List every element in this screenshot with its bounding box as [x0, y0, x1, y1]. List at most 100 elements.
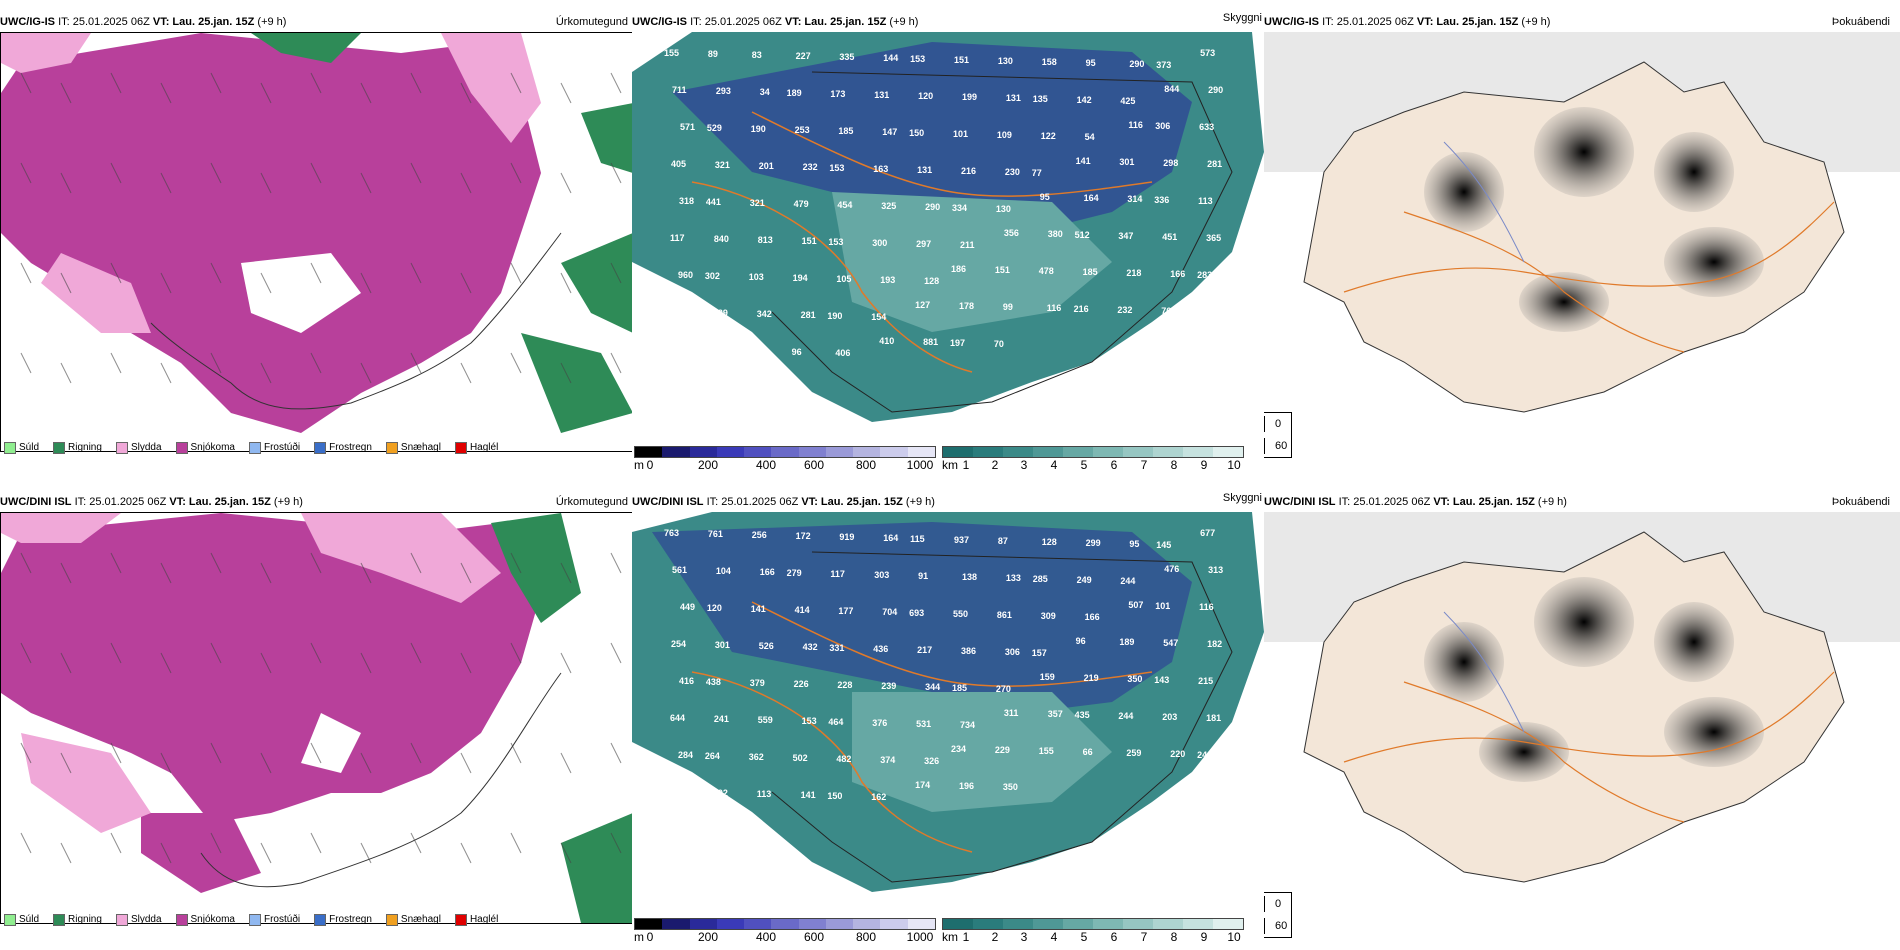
visibility-value-label: 157 — [1032, 648, 1047, 658]
colorbar-tick: 9 — [1200, 930, 1208, 944]
legend-item: Súld — [4, 442, 39, 454]
visibility-value-label: 761 — [708, 529, 723, 539]
visibility-value-label: 151 — [954, 55, 969, 65]
colorbar-segment — [853, 919, 881, 929]
visibility-value-label: 66 — [1083, 747, 1093, 757]
visibility-value-label: 203 — [1162, 712, 1177, 722]
visibility-value-label: 318 — [679, 196, 694, 206]
colorbar-segment — [973, 919, 1003, 929]
visibility-value-label: 154 — [871, 312, 886, 322]
visibility-value-label: 122 — [1041, 131, 1056, 141]
visibility-value-label: 476 — [1164, 564, 1179, 574]
fog-panel-bottom: UWC/DINI ISL IT: 25.01.2025 06Z VT: Lau.… — [1264, 490, 1900, 950]
visibility-value-label: 91 — [918, 571, 928, 581]
visibility-value-label: 195 — [748, 346, 763, 356]
visibility-value-label: 131 — [917, 165, 932, 175]
visibility-value-label: 155 — [1039, 746, 1054, 756]
visibility-value-label: 704 — [882, 607, 897, 617]
visibility-value-label: 283 — [1197, 270, 1212, 280]
visibility-value-label: 181 — [1206, 713, 1221, 723]
colorbar-tick: 9 — [1200, 458, 1208, 472]
legend-label: Snjókoma — [190, 914, 235, 925]
visibility-value-label: 130 — [998, 56, 1013, 66]
visibility-value-label: 158 — [1042, 57, 1057, 67]
colorbar-tick: 5 — [1080, 930, 1088, 944]
colorbar-tick: 600 — [803, 930, 825, 944]
colorbar-segment — [1063, 447, 1093, 457]
fog-title-bottom: UWC/DINI ISL IT: 25.01.2025 06Z VT: Lau.… — [1264, 494, 1567, 510]
visibility-value-label: 150 — [909, 128, 924, 138]
visibility-value-label: 185 — [838, 126, 853, 136]
legend-label: Frostúði — [263, 442, 301, 453]
visibility-value-label: 177 — [838, 606, 853, 616]
visibility-value-label: 141 — [1076, 156, 1091, 166]
visibility-value-label: 131 — [874, 90, 889, 100]
visibility-value-label: 559 — [758, 715, 773, 725]
visibility-value-label: 365 — [1206, 233, 1221, 243]
fog-legend-label: 0 — [1275, 418, 1282, 430]
colorbar-segment — [1183, 447, 1213, 457]
model-name: UWC/DINI ISL — [1264, 496, 1336, 508]
visibility-value-label: 142 — [1077, 95, 1092, 105]
visibility-value-label: 144 — [883, 53, 898, 63]
visibility-value-label: 153 — [910, 54, 925, 64]
visibility-value-label: 861 — [997, 610, 1012, 620]
visibility-value-label: 193 — [880, 275, 895, 285]
precip-type-map-bottom — [0, 512, 632, 924]
visibility-value-label: 313 — [1208, 565, 1223, 575]
colorbar-tick: 8 — [1170, 930, 1178, 944]
visibility-value-label: 478 — [1039, 266, 1054, 276]
visibility-value-label: 190 — [827, 311, 842, 321]
legend-label: Snæhagl — [400, 914, 441, 925]
legend-item: Frostregn — [314, 914, 372, 926]
visibility-label-layer: 155 89 83 227 335 144 153 151 130 158 95 290 373 573 7… — [664, 48, 1223, 358]
visibility-value-label: 763 — [664, 528, 679, 538]
visibility-value-label: 189 — [1119, 637, 1134, 647]
colorbar-segment — [1153, 447, 1183, 457]
cloud-visibility-map-top: 155 89 83 227 335 144 153 151 130 158 95 290 373 573 7… — [632, 32, 1264, 452]
visibility-value-label: 129 — [669, 787, 684, 797]
lead-time: (+9 h) — [889, 16, 919, 28]
legend-swatch — [248, 914, 261, 926]
visibility-value-label: 293 — [716, 86, 731, 96]
model-name: UWC/IG-IS — [1264, 16, 1319, 28]
visibility-value-label: 190 — [751, 124, 766, 134]
colorbar-segment — [689, 447, 717, 457]
visibility-value-label: 116 — [1128, 120, 1143, 130]
precip-legend-bottom: Súld Rigning Slydda Snjókoma Frostúði Fr… — [4, 914, 506, 926]
visibility-value-label: 185 — [1083, 267, 1098, 277]
visibility-value-label: 321 — [715, 160, 730, 170]
visibility-value-label: 163 — [873, 164, 888, 174]
visibility-value-label: 229 — [995, 745, 1010, 755]
fog-legend-row: 60 — [1264, 435, 1291, 457]
colorbar-segment — [1123, 919, 1153, 929]
colorbar-tick: 10 — [1227, 458, 1241, 472]
visibility-value-label: 128 — [924, 276, 939, 286]
valid-time: VT: Lau. 25.jan. 15Z — [1433, 496, 1535, 508]
visibility-value-label: 547 — [1163, 638, 1178, 648]
legend-item: Snæhagl — [385, 914, 441, 926]
visibility-value-label: 196 — [959, 781, 974, 791]
visibility-value-label: 321 — [750, 198, 765, 208]
visibility-value-label: 141 — [751, 604, 766, 614]
visibility-value-label: 166 — [1170, 269, 1185, 279]
fog-panel-top: UWC/IG-IS IT: 25.01.2025 06Z VT: Lau. 25… — [1264, 10, 1900, 480]
legend-item: Haglél — [454, 442, 498, 454]
lead-time: (+9 h) — [1521, 16, 1551, 28]
visibility-value-label: 362 — [749, 752, 764, 762]
cloud-panel-bottom: UWC/DINI ISL IT: 25.01.2025 06Z VT: Lau.… — [632, 490, 1264, 950]
colorbar-unit: m — [634, 930, 644, 944]
fog-title-top: UWC/IG-IS IT: 25.01.2025 06Z VT: Lau. 25… — [1264, 14, 1550, 30]
fog-indicator-map-top — [1264, 32, 1900, 452]
colorbar-tick: 7 — [1140, 458, 1148, 472]
visibility-value-label: 571 — [680, 122, 695, 132]
visibility-value-label: 166 — [1085, 612, 1100, 622]
visibility-value-label: 109 — [997, 130, 1012, 140]
visibility-value-label: 234 — [951, 744, 966, 754]
colorbar-segment — [635, 447, 663, 457]
colorbar-tick: 1000 — [906, 458, 934, 472]
legend-item: Súld — [4, 914, 39, 926]
visibility-value-label: 406 — [835, 348, 850, 358]
lead-time: (+9 h) — [905, 496, 935, 508]
legend-swatch — [53, 914, 66, 926]
